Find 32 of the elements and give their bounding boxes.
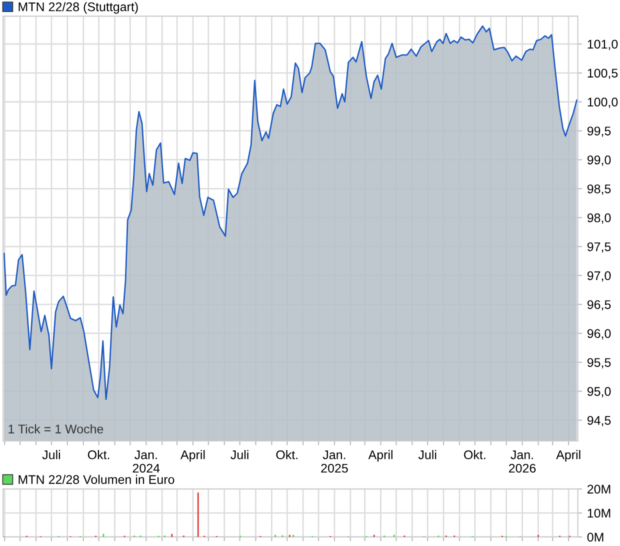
y-tick-label: 97,5 bbox=[587, 242, 611, 253]
x-tick-label: April bbox=[368, 450, 392, 462]
x-tick-label: April bbox=[556, 450, 580, 462]
y-tick-label: 94,5 bbox=[587, 416, 611, 426]
x-tick-label: Juli bbox=[418, 450, 436, 460]
y-tick-label: 96,0 bbox=[587, 329, 611, 340]
y-tick-label: 95,5 bbox=[587, 358, 611, 368]
x-tick-label: Juli bbox=[230, 450, 248, 460]
annotation: 1 Tick = 1 Woche bbox=[8, 424, 104, 434]
y-tick-label: 0M bbox=[587, 532, 604, 542]
y-tick-label: 101,0 bbox=[588, 40, 618, 50]
y-tick-label: 97,0 bbox=[587, 271, 611, 282]
y-tick-label: 100,5 bbox=[588, 68, 618, 80]
y-tick-label: 10M bbox=[588, 508, 610, 518]
y-tick-label: 100,0 bbox=[588, 98, 618, 108]
y-tick-label: 98,5 bbox=[587, 184, 611, 195]
x-tick-label: Jan. 2026 bbox=[508, 450, 536, 473]
x-tick-label: Okt. bbox=[464, 450, 486, 460]
x-tick-label: Okt. bbox=[276, 450, 298, 460]
x-tick-label: Jan. 2025 bbox=[321, 450, 348, 473]
y-tick-label: 96,5 bbox=[587, 300, 611, 311]
y-tick-label: 99,5 bbox=[587, 126, 611, 137]
x-tick-label: Juli bbox=[42, 450, 60, 460]
x-tick-label: April bbox=[180, 450, 205, 462]
y-tick-label: 95,0 bbox=[587, 387, 611, 398]
y-tick-label: 20M bbox=[587, 484, 610, 494]
legend-label: MTN 22/28 Volumen in Euro bbox=[18, 474, 174, 484]
legend-label: MTN 22/28 (Stuttgart) bbox=[18, 2, 138, 14]
y-tick-label: 98,0 bbox=[587, 213, 611, 224]
y-tick-label: 99,0 bbox=[587, 156, 611, 166]
x-tick-label: Okt. bbox=[88, 450, 110, 460]
x-tick-label: Jan. 2024 bbox=[132, 450, 160, 473]
